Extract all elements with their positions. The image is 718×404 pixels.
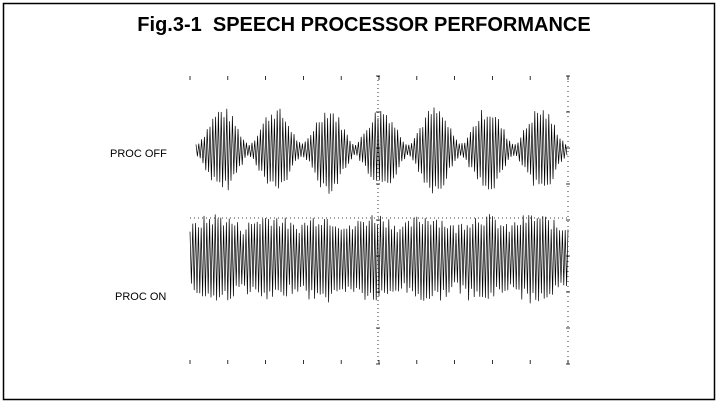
figure: Fig.3-1 SPEECH PROCESSOR PERFORMANCE PRO… — [0, 0, 718, 404]
waveform — [190, 214, 568, 303]
trace-label: PROC OFF — [110, 148, 167, 160]
waveform — [196, 108, 567, 194]
trace-label: PROC ON — [115, 291, 166, 303]
frame — [4, 4, 715, 400]
page: Fig.3-1 SPEECH PROCESSOR PERFORMANCE PRO… — [0, 0, 718, 404]
figure-title: Fig.3-1 SPEECH PROCESSOR PERFORMANCE — [137, 14, 590, 36]
waveforms — [190, 108, 568, 304]
